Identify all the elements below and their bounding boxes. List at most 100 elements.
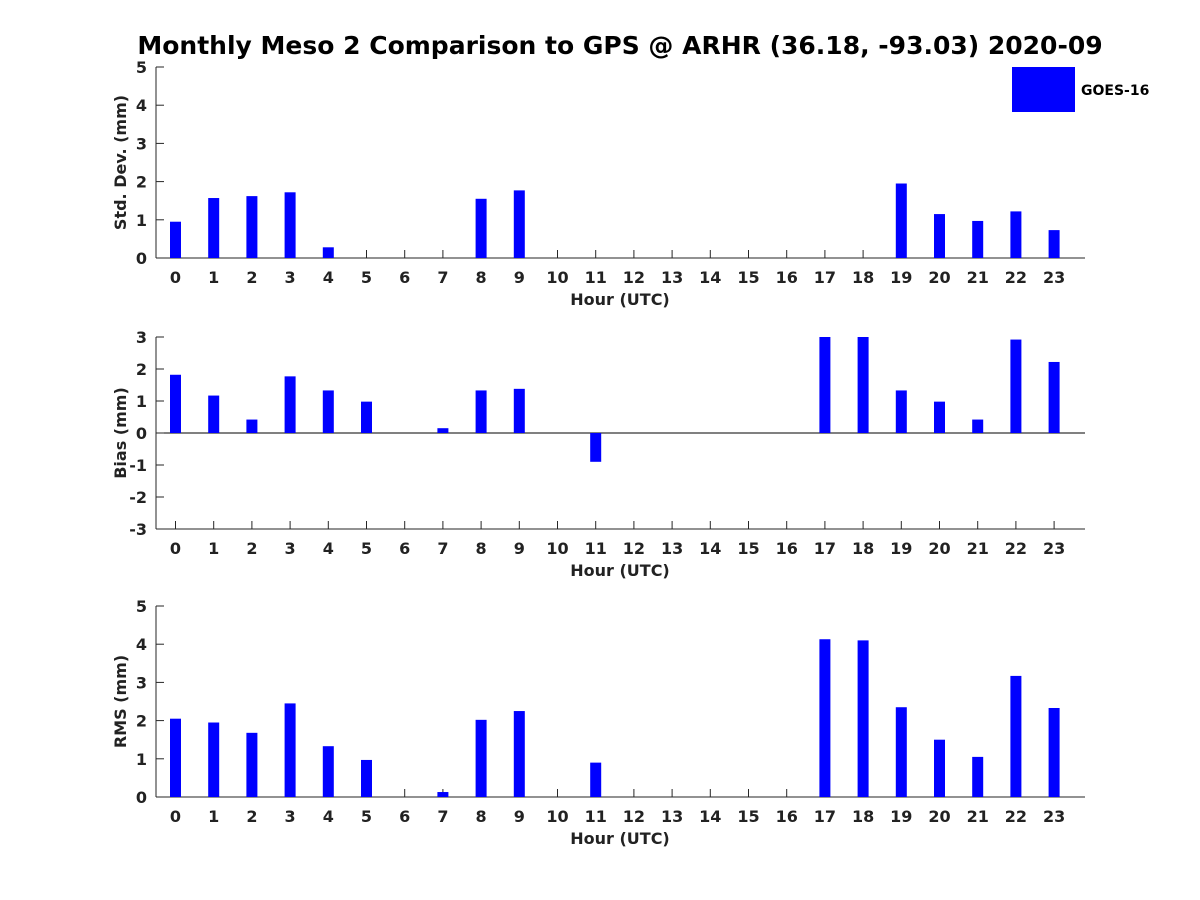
bias-x-tick-label: 23 <box>1043 539 1065 558</box>
rms-y-tick-label: 3 <box>136 673 147 692</box>
std-dev-x-tick-label: 4 <box>323 268 334 287</box>
std-dev-x-tick-label: 16 <box>776 268 798 287</box>
rms-y-tick-label: 2 <box>136 712 147 731</box>
bias-y-tick-label: 0 <box>136 424 147 443</box>
std-dev-x-tick-label: 22 <box>1005 268 1027 287</box>
std-dev-x-tick-label: 11 <box>585 268 607 287</box>
rms-y-axis-label: RMS (mm) <box>111 655 130 748</box>
bias-x-tick-label: 1 <box>208 539 219 558</box>
rms-x-tick-label: 21 <box>967 807 989 826</box>
std-dev-y-tick-label: 0 <box>136 249 147 268</box>
bias-x-tick-label: 19 <box>890 539 912 558</box>
bias-x-tick-label: 22 <box>1005 539 1027 558</box>
rms-bar <box>819 639 831 797</box>
bias-y-tick-label: 1 <box>136 392 147 411</box>
chart-title: Monthly Meso 2 Comparison to GPS @ ARHR … <box>137 31 1102 60</box>
bias-bar <box>857 337 869 433</box>
rms-y-tick-label: 0 <box>136 788 147 807</box>
rms-x-tick-label: 23 <box>1043 807 1065 826</box>
rms-x-tick-label: 12 <box>623 807 645 826</box>
std-dev-bar <box>934 214 945 258</box>
std-dev-bar <box>208 198 220 258</box>
std-dev-x-tick-label: 6 <box>399 268 410 287</box>
bias-x-tick-label: 14 <box>699 539 721 558</box>
bias-bar <box>513 388 525 433</box>
bias-x-tick-label: 21 <box>967 539 989 558</box>
bias-y-axis-label: Bias (mm) <box>111 387 130 479</box>
bias-bar <box>1010 339 1022 433</box>
rms-bar <box>1010 675 1022 797</box>
std-dev-x-tick-label: 3 <box>285 268 296 287</box>
bias-x-tick-label: 4 <box>323 539 334 558</box>
std-dev-bar <box>246 196 258 258</box>
std-dev-y-tick-label: 4 <box>136 96 147 115</box>
rms-bar <box>513 711 525 797</box>
std-dev-x-tick-label: 0 <box>170 268 181 287</box>
bias-bar <box>322 390 334 433</box>
bias-x-tick-label: 20 <box>928 539 950 558</box>
bias-y-tick-label: -3 <box>129 520 147 539</box>
std-dev-x-tick-label: 2 <box>246 268 257 287</box>
rms-x-tick-label: 13 <box>661 807 683 826</box>
rms-x-tick-label: 9 <box>514 807 525 826</box>
bias-x-tick-label: 17 <box>814 539 836 558</box>
std-dev-x-tick-label: 23 <box>1043 268 1065 287</box>
bias-y-tick-label: 3 <box>136 328 147 347</box>
std-dev-bar <box>972 220 984 258</box>
rms-x-tick-label: 18 <box>852 807 874 826</box>
std-dev-y-tick-label: 2 <box>136 173 147 192</box>
bias-y-tick-label: 2 <box>136 360 147 379</box>
std-dev-bar <box>513 190 525 258</box>
std-dev-bar <box>475 198 487 258</box>
rms-x-tick-label: 16 <box>776 807 798 826</box>
bias-x-tick-label: 6 <box>399 539 410 558</box>
std-dev-x-tick-label: 5 <box>361 268 372 287</box>
std-dev-y-tick-label: 3 <box>136 134 147 153</box>
rms-bar <box>475 719 487 797</box>
rms-bar <box>361 759 372 797</box>
rms-x-tick-label: 15 <box>737 807 759 826</box>
bias-x-tick-label: 2 <box>246 539 257 558</box>
rms-x-tick-label: 5 <box>361 807 372 826</box>
rms-x-tick-label: 7 <box>437 807 448 826</box>
std-dev-x-tick-label: 15 <box>737 268 759 287</box>
legend-label: GOES-16 <box>1081 83 1149 99</box>
bias-x-tick-label: 8 <box>476 539 487 558</box>
rms-bar <box>895 707 907 797</box>
rms-bar <box>1048 707 1060 797</box>
bias-bar <box>972 419 984 433</box>
bias-bar <box>590 433 602 462</box>
bias-x-tick-label: 13 <box>661 539 683 558</box>
std-dev-y-axis-label: Std. Dev. (mm) <box>111 95 130 230</box>
std-dev-x-tick-label: 21 <box>967 268 989 287</box>
rms-x-tick-label: 22 <box>1005 807 1027 826</box>
bias-x-tick-label: 16 <box>776 539 798 558</box>
std-dev-x-tick-label: 7 <box>437 268 448 287</box>
rms-x-tick-label: 1 <box>208 807 219 826</box>
std-dev-x-axis-label: Hour (UTC) <box>570 290 670 309</box>
rms-x-tick-label: 19 <box>890 807 912 826</box>
std-dev-bar <box>284 192 296 258</box>
rms-x-tick-label: 14 <box>699 807 721 826</box>
std-dev-x-tick-label: 10 <box>546 268 568 287</box>
std-dev-bar <box>895 183 907 258</box>
std-dev-x-tick-label: 14 <box>699 268 721 287</box>
rms-x-tick-label: 20 <box>928 807 950 826</box>
bias-bar <box>1048 361 1060 433</box>
std-dev-x-tick-label: 12 <box>623 268 645 287</box>
rms-x-tick-label: 0 <box>170 807 181 826</box>
rms-bar <box>437 792 449 797</box>
bias-x-tick-label: 7 <box>437 539 448 558</box>
bias-x-tick-label: 0 <box>170 539 181 558</box>
rms-y-tick-label: 4 <box>136 635 147 654</box>
bias-bar <box>246 419 258 433</box>
std-dev-x-tick-label: 9 <box>514 268 525 287</box>
bias-bar <box>475 390 487 433</box>
std-dev-x-tick-label: 20 <box>928 268 950 287</box>
rms-bar <box>284 703 296 797</box>
rms-x-tick-label: 8 <box>476 807 487 826</box>
std-dev-x-tick-label: 1 <box>208 268 219 287</box>
